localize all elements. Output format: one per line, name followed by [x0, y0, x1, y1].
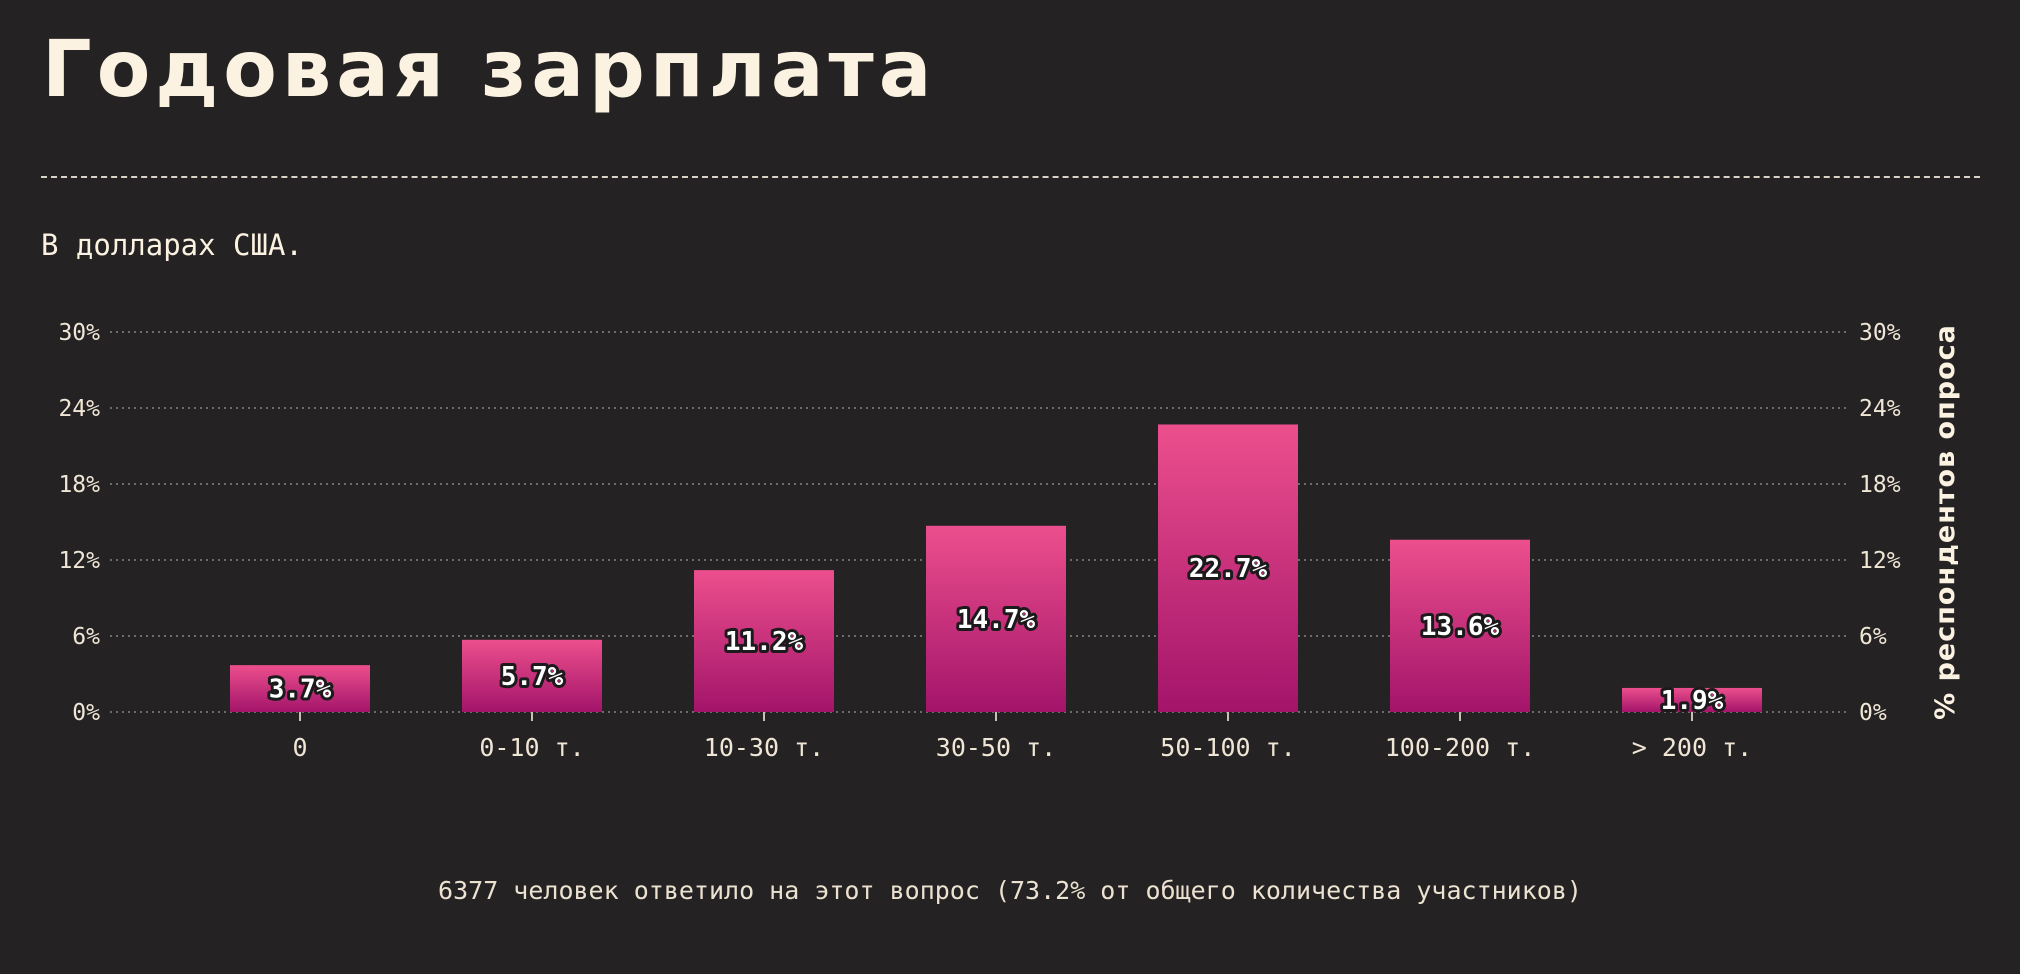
- y-tick-label-left: 24%: [58, 396, 100, 422]
- y-tick-label-left: 30%: [58, 320, 100, 346]
- y-tick-label-right: 12%: [1859, 548, 1901, 574]
- data-label: 5.7%: [501, 662, 564, 692]
- x-tick-label: > 200 т.: [1632, 733, 1752, 762]
- x-tick-label: 0-10 т.: [479, 733, 584, 762]
- bar: [1390, 539, 1530, 712]
- data-label: 14.7%: [957, 605, 1036, 635]
- bar: [926, 525, 1066, 712]
- y-tick-label-right: 30%: [1859, 320, 1901, 346]
- x-axis: 0 0-10 т. 10-30 т. 30-50 т. 50-100 т. 100-200…: [292, 712, 1752, 762]
- y-tick-label-left: 0%: [72, 700, 100, 726]
- bar: [1158, 424, 1298, 712]
- y-tick-label-right: 24%: [1859, 396, 1901, 422]
- x-tick-label: 100-200 т.: [1385, 733, 1536, 762]
- data-label: 3.7%: [269, 675, 332, 705]
- bar: [694, 570, 834, 712]
- bar: [230, 665, 370, 712]
- y-tick-label-right: 6%: [1859, 624, 1887, 650]
- bar: [1622, 687, 1762, 712]
- x-tick-label: 50-100 т.: [1160, 733, 1295, 762]
- chart-subtitle: В долларах США.: [41, 228, 303, 262]
- y-axis-title: % респондентов опроса: [1930, 324, 1961, 720]
- data-label: 1.9%: [1661, 686, 1724, 716]
- x-tick-label: 0: [292, 733, 307, 762]
- y-tick-label-right: 18%: [1859, 472, 1901, 498]
- y-tick-label-right: 0%: [1859, 700, 1887, 726]
- bar: [462, 639, 602, 712]
- bars: [230, 424, 1762, 712]
- title-divider: [41, 176, 1980, 178]
- y-axis-right: 0% 6% 12% 18% 24% 30%: [1859, 320, 1901, 726]
- y-tick-label-left: 18%: [58, 472, 100, 498]
- y-axis-left: 0% 6% 12% 18% 24% 30%: [58, 320, 100, 726]
- x-tick-label: 30-50 т.: [936, 733, 1056, 762]
- y-tick-label-left: 12%: [58, 548, 100, 574]
- bar-chart: 0% 6% 12% 18% 24% 30% 0% 6% 12% 18% 24% 30% 0 0-10 …: [58, 320, 1961, 762]
- page-title: Годовая зарплата: [42, 25, 937, 115]
- value-labels: 3.7% 5.7% 11.2% 14.7% 22.7% 13.6% 1.9%: [266, 551, 1727, 719]
- data-label: 13.6%: [1421, 612, 1500, 642]
- data-label: 11.2%: [725, 627, 804, 657]
- y-tick-label-left: 6%: [72, 624, 100, 650]
- data-label: 22.7%: [1189, 554, 1268, 584]
- response-footnote: 6377 человек ответило на этот вопрос (73…: [438, 876, 1582, 905]
- x-tick-label: 10-30 т.: [704, 733, 824, 762]
